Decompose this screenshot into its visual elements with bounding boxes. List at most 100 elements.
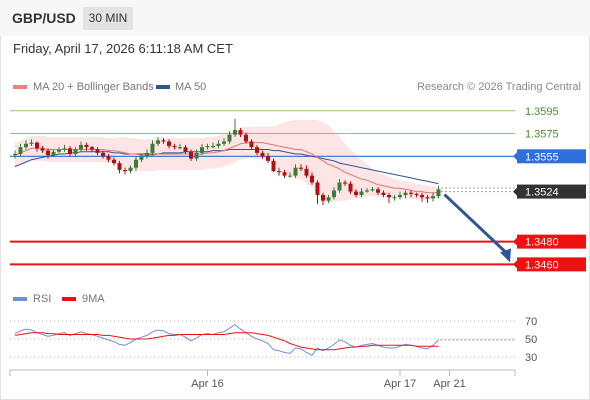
- candle-body: [392, 197, 397, 199]
- candle-body: [222, 141, 226, 144]
- copyright-label: Research © 2026 Trading Central: [417, 81, 581, 93]
- candle-body: [310, 175, 314, 183]
- candle-body: [381, 192, 386, 195]
- candle-body: [387, 194, 391, 198]
- candle-body: [150, 143, 155, 153]
- moving-average-layer: [14, 142, 439, 194]
- candle-body: [288, 175, 292, 177]
- candle-body: [90, 147, 94, 150]
- candle-body: [431, 196, 435, 199]
- candle-body: [376, 189, 380, 193]
- candle-body: [200, 147, 204, 153]
- level-lines-layer: [10, 110, 515, 266]
- candle-body: [24, 143, 28, 148]
- pair-title: GBP/USD: [12, 10, 76, 26]
- candle-body: [40, 148, 45, 151]
- candle-body: [332, 190, 336, 198]
- candle-body: [403, 192, 408, 195]
- rsi-panel: 70 50 30: [10, 316, 537, 364]
- timeframe-button[interactable]: 30 MIN: [83, 7, 133, 30]
- forecast-arrow-shaft: [443, 193, 509, 255]
- ma50-line: [14, 149, 439, 185]
- forecast-arrow-layer: [443, 193, 511, 263]
- candle-body: [139, 156, 144, 160]
- candle-body: [271, 160, 276, 172]
- candle-body: [282, 172, 287, 176]
- forecast-arrow-head: [500, 248, 511, 263]
- time-axis: Apr 16 Apr 17 Apr 21: [9, 369, 516, 390]
- candle-body: [260, 152, 265, 157]
- candle-body: [249, 141, 254, 148]
- candle-body: [409, 192, 413, 194]
- candle-body: [156, 140, 160, 144]
- rsi-level-label: 50: [525, 334, 537, 346]
- candle-body: [321, 194, 325, 201]
- candle-body: [266, 156, 270, 161]
- candle-body: [18, 147, 23, 155]
- resistance-label: 1.3575: [525, 129, 559, 141]
- rsi-level-label: 70: [525, 316, 537, 328]
- candle-body: [343, 182, 347, 184]
- candle-body: [62, 148, 67, 150]
- candle-body: [84, 144, 89, 148]
- candle-body: [178, 147, 182, 149]
- support-label: 1.3460: [525, 259, 559, 271]
- rsi-ma-legend-label: 9MA: [82, 293, 105, 305]
- rsi-legend-swatch: [13, 297, 27, 301]
- candle-body: [348, 183, 353, 192]
- rsi-ma-line: [14, 332, 439, 351]
- candle-body: [227, 134, 232, 142]
- candle-body: [233, 130, 237, 135]
- candle-body: [79, 144, 83, 150]
- last-label-tip: [513, 187, 517, 196]
- candle-body: [244, 134, 248, 142]
- candle-body: [161, 140, 166, 142]
- candle-body: [145, 152, 149, 157]
- last-label: 1.3524: [525, 187, 559, 199]
- candle-body: [211, 146, 215, 148]
- candle-body: [238, 130, 243, 135]
- rsi-level-label: 30: [525, 352, 537, 364]
- support-label-box: [517, 234, 586, 249]
- candle-body: [117, 163, 122, 170]
- candle-body: [95, 149, 100, 153]
- candle-body: [337, 182, 342, 191]
- candle-body: [167, 141, 171, 147]
- candle-body: [255, 147, 259, 153]
- support-label: 1.3480: [525, 237, 559, 249]
- candle-body: [365, 190, 369, 192]
- candle-body: [359, 191, 364, 195]
- candle-body: [112, 159, 116, 164]
- datetime-label: Friday, April 17, 2026 6:11:18 AM CET: [13, 41, 233, 56]
- candle-body: [73, 149, 78, 155]
- candle-body: [134, 159, 138, 168]
- candle-body: [189, 151, 193, 159]
- candle-body: [326, 197, 331, 201]
- bb-legend-swatch: [13, 85, 27, 89]
- candle-body: [370, 189, 375, 191]
- price-labels-layer: 1.3595 1.3575 1.3555 1.3524 1.3480 1.3460: [513, 106, 586, 272]
- legend: MA 20 + Bollinger Bands MA 50 Research ©…: [13, 81, 581, 93]
- bollinger-band-area: [15, 119, 439, 203]
- candle-body: [128, 167, 133, 172]
- header-bar: GBP/USD 30 MIN: [0, 0, 590, 36]
- candle-body: [68, 148, 72, 155]
- candle-body: [216, 143, 221, 147]
- candle-body: [13, 154, 17, 156]
- rsi-legend: RSI 9MA: [13, 293, 105, 305]
- candle-body: [315, 182, 320, 195]
- candle-body: [205, 146, 210, 148]
- candle-body: [172, 146, 177, 148]
- candle-body: [183, 147, 188, 152]
- time-axis-label: Apr 17: [384, 378, 416, 390]
- candle-body: [194, 152, 199, 159]
- candle-body: [299, 167, 303, 169]
- candle-body: [293, 167, 298, 176]
- candle-body: [46, 150, 50, 156]
- candle-body: [425, 197, 430, 199]
- candle-body: [123, 169, 127, 172]
- ma20-line: [14, 142, 439, 194]
- pivot-label-box: [517, 149, 586, 164]
- candle-body: [29, 142, 34, 144]
